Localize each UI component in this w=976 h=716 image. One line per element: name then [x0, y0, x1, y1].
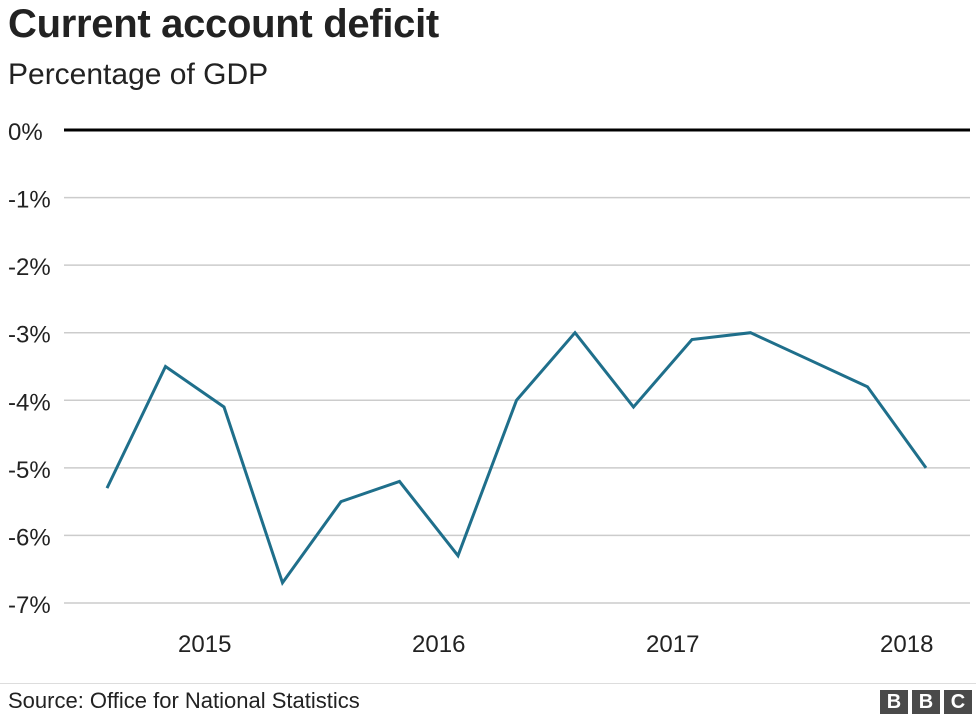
- x-tick-label: 2016: [412, 631, 465, 658]
- x-tick-label: 2017: [646, 631, 699, 658]
- y-tick-label: -1%: [8, 187, 51, 214]
- y-tick-label: 0%: [8, 119, 43, 146]
- bbc-logo: B B C: [880, 690, 972, 714]
- y-tick-label: -6%: [8, 524, 51, 551]
- x-tick-label: 2015: [178, 631, 231, 658]
- y-tick-label: -2%: [8, 254, 51, 281]
- y-tick-label: -4%: [8, 389, 51, 416]
- line-chart: 0% -1% -2% -3% -4% -5% -6% -7% 2015 2016 2017 2018: [8, 119, 970, 658]
- chart-title: Current account deficit: [8, 2, 439, 46]
- y-tick-label: -3%: [8, 322, 51, 349]
- bbc-logo-letter: B: [912, 690, 940, 714]
- chart-subtitle: Percentage of GDP: [8, 58, 269, 91]
- y-tick-label: -7%: [8, 592, 51, 619]
- source-note: Source: Office for National Statistics: [8, 688, 360, 713]
- series-line: [105, 330, 928, 586]
- footer-divider: [0, 683, 976, 684]
- bbc-logo-letter: B: [880, 690, 908, 714]
- bbc-logo-letter: C: [944, 690, 972, 714]
- x-tick-label: 2018: [880, 631, 933, 658]
- y-tick-label: -5%: [8, 457, 51, 484]
